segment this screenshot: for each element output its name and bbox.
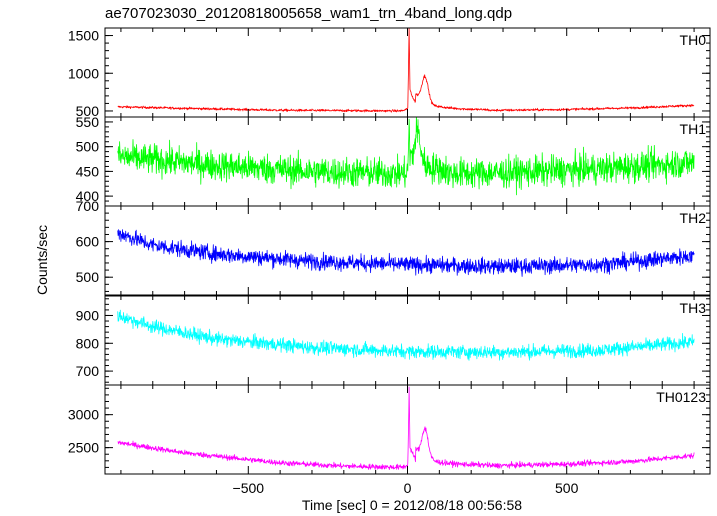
panel-label: TH3 xyxy=(680,300,707,316)
series-th3 xyxy=(117,309,695,361)
y-tick-label: 500 xyxy=(76,139,100,155)
y-tick-label: 700 xyxy=(76,363,100,379)
y-tick-label: 400 xyxy=(76,188,100,204)
y-tick-label: 500 xyxy=(76,269,100,285)
series-th1 xyxy=(117,117,695,196)
panel-th0123: 2500 3000 TH0123 xyxy=(68,384,711,475)
panel-th1: 400 450 500 550 TH1 xyxy=(76,114,711,207)
panel-th2: 500 600 700 TH2 xyxy=(76,198,711,296)
y-tick-label: 700 xyxy=(76,198,100,214)
y-axis-label: Counts/sec xyxy=(34,225,50,295)
y-tick-label: 500 xyxy=(76,103,100,119)
series-th0123 xyxy=(117,386,695,470)
chart-title: ae707023030_20120818005658_wam1_trn_4ban… xyxy=(105,5,512,22)
y-tick-label: 450 xyxy=(76,163,100,179)
y-tick-label: 800 xyxy=(76,335,100,351)
panel-th0: 500 1000 1500 TH0 xyxy=(68,27,711,119)
panel-label: TH0 xyxy=(680,32,707,48)
y-tick-label: 1000 xyxy=(68,65,99,81)
y-tick-label: 600 xyxy=(76,234,100,250)
y-tick-label: 550 xyxy=(76,114,100,130)
y-tick-label: 2500 xyxy=(68,440,99,456)
x-axis: −500 0 500 xyxy=(233,480,579,496)
panel-label: TH1 xyxy=(680,121,707,137)
panel-label: TH2 xyxy=(680,210,707,226)
x-tick-label: 500 xyxy=(555,480,579,496)
y-tick-label: 1500 xyxy=(68,28,99,44)
x-axis-label: Time [sec] 0 = 2012/08/18 00:56:58 xyxy=(302,497,522,513)
panel-th3: 700 800 900 TH3 xyxy=(76,295,711,386)
x-tick-label: 0 xyxy=(404,480,412,496)
panel-label: TH0123 xyxy=(656,389,706,405)
y-tick-label: 900 xyxy=(76,307,100,323)
panel-frame xyxy=(104,295,711,386)
series-th2 xyxy=(117,229,695,277)
x-tick-label: −500 xyxy=(233,480,265,496)
series-th0 xyxy=(117,28,695,113)
y-tick-label: 3000 xyxy=(68,407,99,423)
